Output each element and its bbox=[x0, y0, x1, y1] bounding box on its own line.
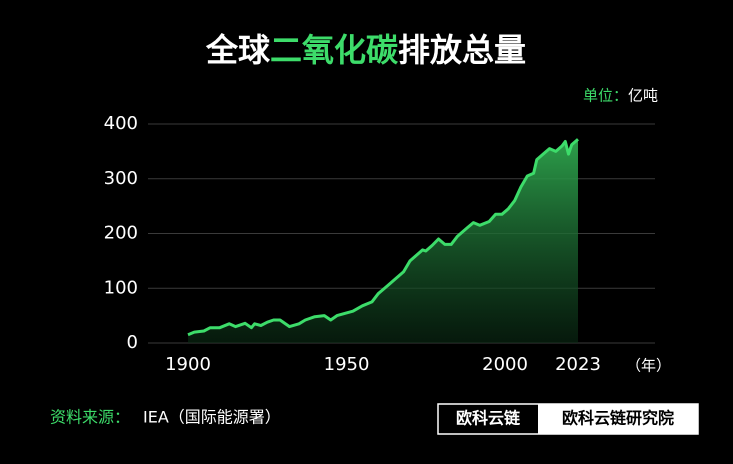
line bbox=[187, 138, 579, 337]
y-tick-label: 100 bbox=[104, 277, 138, 298]
title-part: 二氧化碳 bbox=[270, 31, 399, 69]
x-tick-label: 1950 bbox=[324, 354, 370, 375]
unit: 亿吨 bbox=[628, 87, 658, 105]
y-tick-label: 200 bbox=[104, 223, 138, 244]
source-label: 资料来源： bbox=[50, 408, 130, 427]
chart-title: 全球二氧化碳排放总量 bbox=[205, 31, 526, 69]
brand: 欧科云链 bbox=[456, 409, 521, 428]
brand-institute: 欧科云链研究院 bbox=[562, 409, 674, 428]
brand-box-fill bbox=[538, 404, 698, 434]
x-tick-label: 2000 bbox=[482, 354, 528, 375]
source: IEA（国际能源署） bbox=[143, 408, 281, 427]
title-part: 全球 bbox=[205, 31, 271, 69]
x-axis-label: （年） bbox=[626, 357, 671, 375]
unit-label: 单位： bbox=[583, 87, 628, 105]
title-part: 排放总量 bbox=[398, 31, 526, 69]
y-tick-label: 400 bbox=[104, 113, 138, 134]
x-tick-label: 1900 bbox=[165, 354, 211, 375]
x-tick-label: 2023 bbox=[555, 354, 601, 375]
y-tick-label: 300 bbox=[104, 168, 138, 189]
y-tick-label: 0 bbox=[127, 332, 138, 353]
area bbox=[188, 139, 578, 343]
